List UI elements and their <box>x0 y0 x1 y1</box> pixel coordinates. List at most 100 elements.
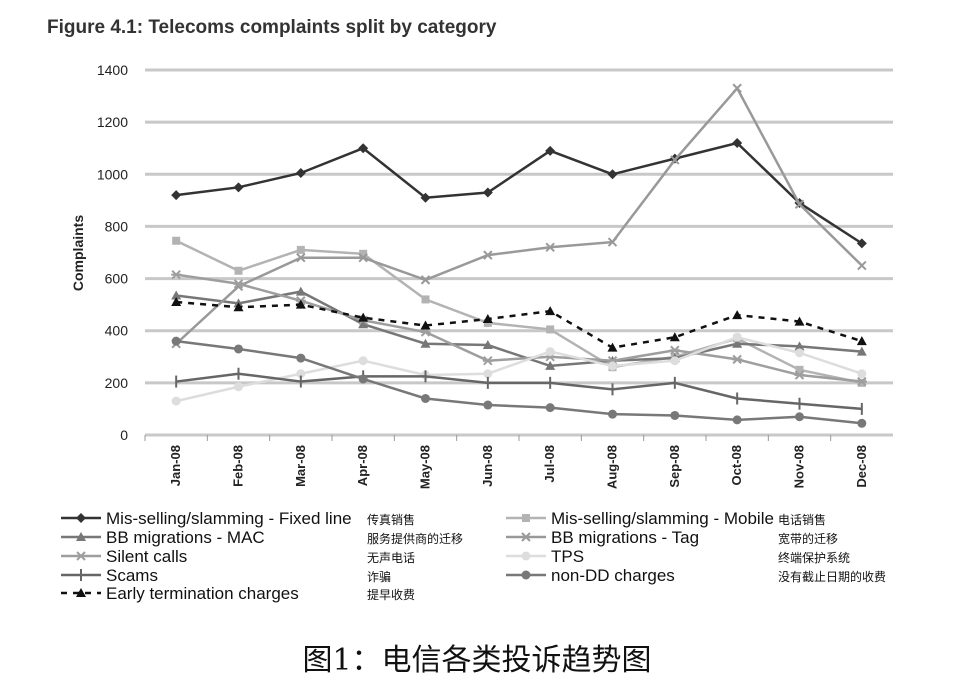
legend-item: Mis-selling/slamming - Fixed line 传真销售 <box>61 509 415 528</box>
x-tick-label: Aug-08 <box>605 445 620 489</box>
legend-marker <box>76 588 86 597</box>
x-axis-ticks: Jan-08 Feb-08 Mar-08 Apr-08 May-08 Jun-08 Jul-… <box>144 435 869 489</box>
data-point <box>545 403 555 413</box>
data-point <box>670 356 680 366</box>
data-point <box>171 297 182 307</box>
data-point <box>234 344 243 354</box>
x-tick-label: May-08 <box>418 445 433 489</box>
series-line <box>176 141 863 245</box>
x-tick-label: Jan-08 <box>168 445 183 486</box>
data-point <box>296 353 306 363</box>
data-point <box>233 302 244 312</box>
data-point <box>732 354 743 365</box>
legend-label: Early termination charges <box>106 584 299 603</box>
data-point <box>482 313 493 323</box>
data-point <box>171 290 182 300</box>
legend-label: Mis-selling/slamming - Fixed line <box>106 509 352 528</box>
legend-note: 没有截止日期的收费 <box>778 569 886 584</box>
series-line <box>176 372 862 411</box>
data-point <box>171 336 181 346</box>
data-point <box>358 312 369 322</box>
data-point <box>546 325 555 334</box>
data-point <box>732 332 742 342</box>
x-tick-label: Apr-08 <box>355 445 370 486</box>
data-point <box>669 345 680 355</box>
data-point <box>358 374 368 384</box>
data-point <box>420 275 431 285</box>
x-tick-label: Jun-08 <box>480 445 495 487</box>
legend-label: Silent calls <box>106 547 187 566</box>
legend-label: BB migrations - MAC <box>106 528 265 547</box>
data-point <box>545 306 556 316</box>
data-point <box>358 253 368 263</box>
legend-note: 宽带的迁移 <box>778 531 838 546</box>
series-3 <box>171 83 867 349</box>
legend-note: 服务提供商的迁移 <box>367 531 463 546</box>
legend-item: Mis-selling/slamming - Mobile 电话销售 <box>506 509 826 528</box>
data-point <box>607 237 618 247</box>
chart-title: Figure 4.1: Telecoms complaints split by… <box>47 17 497 38</box>
data-point <box>483 400 493 410</box>
data-point <box>234 266 243 275</box>
data-point <box>608 409 617 419</box>
data-point <box>856 336 867 346</box>
legend-item: BB migrations - Tag 宽带的迁移 <box>506 528 838 547</box>
series-line <box>175 273 862 383</box>
data-point <box>483 250 493 260</box>
data-point <box>420 338 431 348</box>
legend-label: non-DD charges <box>551 566 675 585</box>
series-line <box>176 300 863 349</box>
data-point <box>296 253 306 263</box>
legend-item: TPS 终端保护系统 <box>506 547 850 566</box>
data-point <box>670 155 680 165</box>
series-group <box>171 83 867 428</box>
y-tick-label: 800 <box>105 218 129 234</box>
legend: Mis-selling/slamming - Fixed line 传真销售 Mis… <box>61 509 886 603</box>
gridlines <box>145 68 893 437</box>
legend-marker <box>521 532 531 542</box>
data-point <box>545 360 556 370</box>
series-8 <box>171 297 867 352</box>
data-point <box>857 260 867 271</box>
x-tick-label: Dec-08 <box>854 445 869 488</box>
data-point <box>608 361 617 371</box>
data-point <box>794 199 805 209</box>
data-point <box>732 83 742 93</box>
data-point <box>607 342 618 352</box>
x-tick-label: Sep-08 <box>667 445 682 488</box>
legend-note: 终端保护系统 <box>778 550 850 565</box>
data-point <box>483 369 493 379</box>
series-line <box>175 335 863 403</box>
series-4 <box>171 269 867 387</box>
legend-note: 无声电话 <box>367 551 415 565</box>
x-tick-label: Nov-08 <box>792 445 807 488</box>
data-point <box>359 249 368 258</box>
data-point <box>296 369 306 379</box>
data-point <box>358 319 369 329</box>
legend-label: BB migrations - Tag <box>551 528 699 547</box>
data-point <box>670 410 680 420</box>
data-point <box>171 396 181 406</box>
y-tick-label: 0 <box>120 427 128 443</box>
data-point <box>421 394 430 403</box>
data-point <box>420 320 431 330</box>
data-point <box>856 346 867 356</box>
data-point <box>732 338 743 348</box>
series-line <box>175 86 863 345</box>
legend-label: Mis-selling/slamming - Mobile <box>551 509 774 528</box>
legend-marker <box>76 513 86 523</box>
data-point <box>171 269 182 280</box>
series-0 <box>171 138 867 249</box>
legend-note: 电话销售 <box>778 512 826 527</box>
x-tick-label: Oct-08 <box>729 445 744 485</box>
data-point <box>296 245 305 254</box>
data-point <box>358 356 368 366</box>
data-point <box>295 167 306 178</box>
data-point <box>545 242 555 252</box>
data-point <box>857 369 867 379</box>
data-point <box>795 412 804 422</box>
data-point <box>795 365 804 374</box>
legend-marker <box>76 532 86 541</box>
data-point <box>794 341 805 351</box>
series-5 <box>171 332 867 406</box>
